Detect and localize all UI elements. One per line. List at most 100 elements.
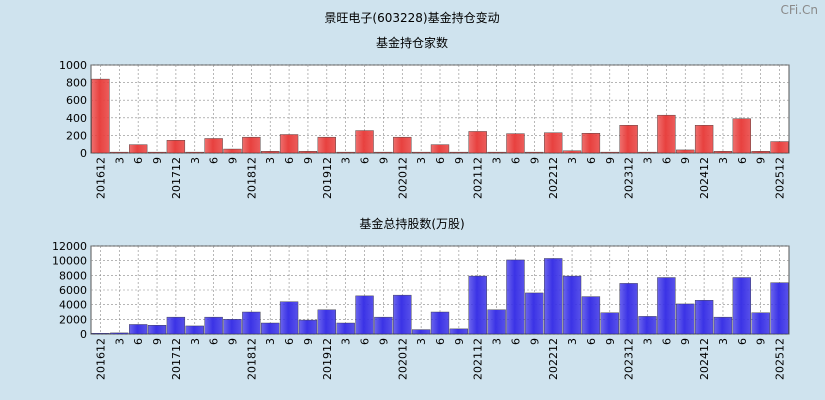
- x-tick-label: 6: [509, 157, 522, 164]
- x-tick-label: 9: [679, 157, 692, 164]
- bar: [298, 151, 318, 154]
- y-tick-label: 4000: [59, 299, 87, 312]
- bar: [732, 277, 751, 335]
- bar: [223, 148, 242, 154]
- x-tick-label: 3: [113, 157, 126, 164]
- bar: [393, 136, 412, 154]
- bar: [110, 332, 129, 335]
- x-tick-label: 9: [377, 157, 390, 164]
- bar: [694, 125, 714, 154]
- x-tick-label: 9: [151, 157, 164, 164]
- x-tick-label: 6: [359, 338, 372, 345]
- x-tick-label: 3: [491, 157, 504, 164]
- x-tick-label: 6: [434, 157, 447, 164]
- bar: [185, 151, 204, 154]
- x-tick-label: 6: [359, 157, 372, 164]
- page-title: 景旺电子(603228)基金持仓变动: [324, 10, 499, 25]
- x-tick-label: 9: [226, 338, 239, 345]
- bar: [147, 151, 167, 154]
- x-tick-label: 201912: [321, 338, 334, 380]
- bar: [355, 295, 374, 335]
- x-tick-label: 9: [226, 157, 239, 164]
- x-tick-label: 9: [679, 338, 692, 345]
- x-tick-label: 202212: [547, 157, 560, 199]
- bar: [694, 300, 714, 335]
- x-tick-label: 9: [604, 338, 617, 345]
- x-tick-label: 6: [736, 157, 749, 164]
- bar: [713, 316, 733, 335]
- x-tick-label: 6: [208, 157, 221, 164]
- x-tick-label: 202412: [698, 157, 711, 199]
- bar: [619, 125, 638, 154]
- x-tick-label: 201612: [94, 338, 107, 380]
- bar: [468, 131, 487, 154]
- x-tick-label: 201612: [94, 157, 107, 199]
- x-tick-label: 3: [189, 338, 202, 345]
- bar: [242, 311, 261, 335]
- y-tick-label: 6000: [59, 284, 87, 297]
- bar: [468, 275, 487, 335]
- bar: [317, 309, 336, 335]
- bar: [600, 151, 619, 154]
- x-tick-label: 9: [302, 157, 315, 164]
- x-tick-label: 6: [585, 338, 598, 345]
- bar: [619, 283, 638, 335]
- bar: [657, 114, 676, 154]
- x-tick-label: 9: [755, 157, 768, 164]
- y-tick-label: 400: [66, 112, 87, 125]
- bar: [374, 316, 393, 335]
- bar: [298, 319, 318, 335]
- bar: [506, 133, 525, 154]
- y-tick-label: 8000: [59, 269, 87, 282]
- bar: [600, 312, 619, 335]
- x-tick-label: 6: [132, 157, 145, 164]
- bar: [242, 136, 261, 154]
- x-tick-label: 6: [132, 338, 145, 345]
- x-tick-label: 9: [453, 157, 466, 164]
- x-tick-label: 3: [717, 338, 730, 345]
- bar: [732, 118, 751, 154]
- bar: [487, 151, 506, 154]
- bar: [279, 134, 299, 154]
- bar: [279, 301, 299, 335]
- x-tick-label: 9: [755, 338, 768, 345]
- x-tick-label: 6: [283, 157, 296, 164]
- x-tick-label: 3: [717, 157, 730, 164]
- bar: [581, 296, 601, 335]
- x-tick-label: 6: [585, 157, 598, 164]
- bar: [336, 151, 355, 154]
- bar: [204, 138, 223, 154]
- x-tick-label: 201812: [245, 338, 258, 380]
- y-tick-label: 0: [80, 147, 87, 160]
- x-tick-label: 3: [189, 157, 202, 164]
- bar: [525, 292, 544, 335]
- x-tick-label: 9: [302, 338, 315, 345]
- bar: [204, 316, 223, 335]
- bar: [525, 151, 544, 154]
- x-tick-label: 202412: [698, 338, 711, 380]
- bar: [487, 309, 506, 335]
- x-tick-label: 201912: [321, 157, 334, 199]
- chart-1-title: 基金持仓家数: [376, 35, 448, 50]
- x-tick-label: 3: [264, 157, 277, 164]
- bar: [638, 151, 657, 154]
- bar: [166, 140, 186, 154]
- bar: [91, 78, 110, 154]
- x-tick-label: 6: [208, 338, 221, 345]
- bar: [713, 151, 733, 154]
- x-tick-label: 6: [736, 338, 749, 345]
- x-tick-label: 9: [377, 338, 390, 345]
- x-tick-label: 9: [528, 157, 541, 164]
- bar: [751, 151, 770, 154]
- x-tick-label: 202212: [547, 338, 560, 380]
- x-tick-label: 6: [660, 338, 673, 345]
- bar: [336, 322, 355, 335]
- bar: [770, 141, 789, 154]
- bar: [185, 325, 204, 335]
- y-tick-label: 600: [66, 94, 87, 107]
- x-tick-label: 201712: [170, 338, 183, 380]
- y-tick-label: 12000: [52, 240, 87, 253]
